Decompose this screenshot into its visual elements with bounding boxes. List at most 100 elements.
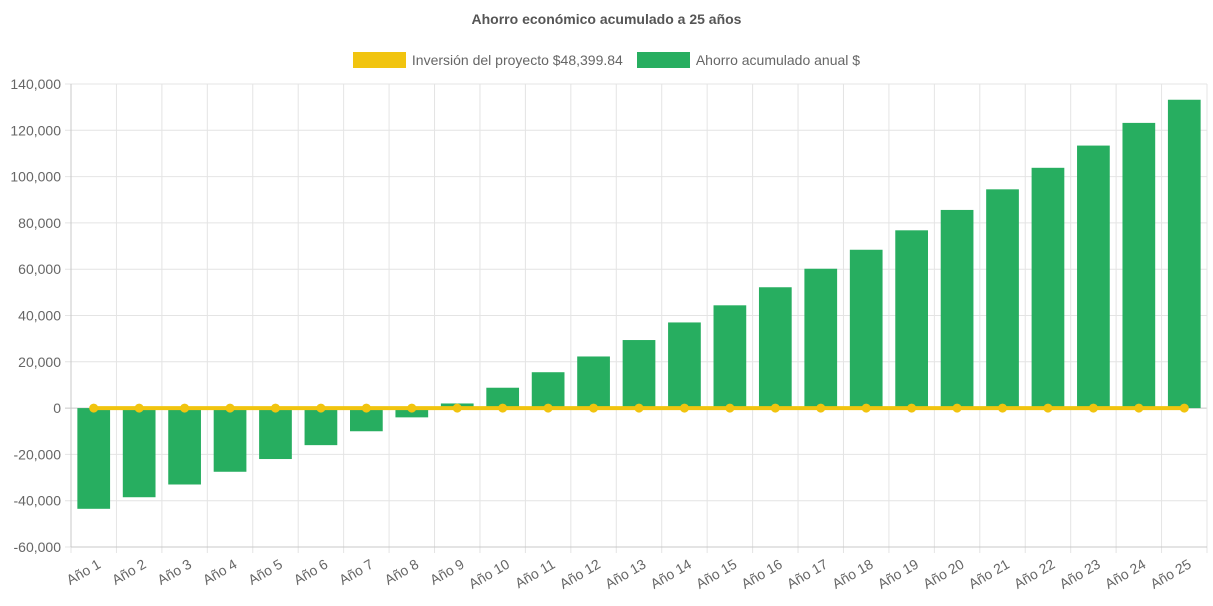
x-tick-label: Año 7: [336, 556, 376, 588]
line-point: [407, 403, 417, 413]
legend: Inversión del proyecto $48,399.84 Ahorro…: [0, 52, 1213, 68]
y-tick-label: -60,000: [14, 539, 62, 555]
y-tick-label: 100,000: [10, 169, 61, 185]
line-point: [952, 403, 962, 413]
bar: [531, 372, 565, 409]
legend-swatch-inversion: [352, 52, 406, 68]
x-tick-label: Año 24: [1102, 556, 1149, 592]
legend-item-inversion[interactable]: Inversión del proyecto $48,399.84: [352, 52, 623, 68]
line-point: [89, 403, 99, 413]
line-point: [1179, 403, 1189, 413]
x-tick-label: Año 25: [1147, 556, 1194, 592]
bar: [668, 322, 701, 409]
bar: [577, 356, 610, 409]
line-point: [180, 403, 190, 413]
x-tick-label: Año 9: [427, 556, 467, 588]
y-tick-label: 0: [53, 400, 61, 416]
x-tick-label: Año 3: [154, 556, 194, 588]
line-point: [861, 403, 871, 413]
bar: [395, 408, 429, 418]
chart-title: Ahorro económico acumulado a 25 años: [471, 11, 742, 27]
x-tick-label: Año 19: [875, 556, 922, 592]
bar: [350, 408, 383, 432]
x-axis: Año 1 Año 2 Año 3 Año 4 Año 5 Año 6 Año 7 Año 8…: [64, 556, 1194, 592]
bar: [168, 408, 201, 485]
bar: [1077, 145, 1110, 409]
line-point: [361, 403, 371, 413]
bar: [713, 305, 747, 409]
bar: [213, 408, 247, 472]
x-tick-label: Año 14: [648, 556, 695, 592]
line-point: [816, 403, 826, 413]
y-tick-label: -20,000: [14, 446, 62, 462]
line-point: [634, 403, 644, 413]
x-tick-label: Año 22: [1011, 556, 1058, 592]
y-tick-label: -40,000: [14, 493, 62, 509]
legend-label-ahorro: Ahorro acumulado anual $: [695, 52, 861, 68]
legend-swatch-ahorro: [636, 52, 690, 68]
bar: [486, 387, 520, 409]
x-tick-label: Año 16: [738, 556, 785, 592]
x-tick-label: Año 20: [920, 556, 967, 592]
line-point: [998, 403, 1008, 413]
bar: [1031, 167, 1065, 409]
x-tick-label: Año 21: [966, 556, 1013, 592]
x-tick-label: Año 15: [693, 556, 740, 592]
bar: [122, 408, 156, 498]
bar: [849, 249, 883, 409]
x-tick-label: Año 8: [382, 556, 422, 588]
x-tick-label: Año 17: [784, 556, 831, 592]
bar: [77, 408, 111, 509]
x-tick-label: Año 4: [200, 556, 240, 588]
bar: [758, 287, 792, 409]
line-point: [1088, 403, 1098, 413]
bar: [895, 230, 928, 409]
x-tick-label: Año 2: [109, 556, 149, 588]
x-tick-label: Año 13: [602, 556, 649, 592]
legend-label-inversion: Inversión del proyecto $48,399.84: [411, 52, 623, 68]
y-axis: 140,000 120,000 100,000 80,000 60,000 40,000 2…: [10, 76, 61, 555]
line-point: [543, 403, 553, 413]
x-tick-label: Año 23: [1056, 556, 1103, 592]
bar: [986, 189, 1019, 409]
bar: [304, 408, 338, 446]
bar: [259, 408, 292, 460]
y-tick-label: 120,000: [10, 122, 61, 138]
x-tick-label: Año 11: [512, 556, 558, 592]
x-tick-label: Año 18: [829, 556, 876, 592]
bar: [622, 340, 656, 409]
bar-series: [77, 99, 1201, 509]
x-tick-label: Año 5: [245, 556, 285, 588]
line-point: [498, 403, 508, 413]
line-point: [589, 403, 599, 413]
line-point: [225, 403, 235, 413]
legend-item-ahorro[interactable]: Ahorro acumulado anual $: [636, 52, 861, 68]
bar: [1167, 99, 1201, 409]
bar: [1122, 122, 1156, 409]
line-point: [770, 403, 780, 413]
x-tick-label: Año 12: [557, 556, 604, 592]
x-tick-label: Año 10: [466, 556, 513, 592]
gridlines: [65, 83, 1208, 553]
y-tick-label: 140,000: [10, 76, 61, 92]
line-point: [134, 403, 144, 413]
line-point: [452, 403, 462, 413]
x-tick-label: Año 6: [291, 556, 331, 588]
x-tick-label: Año 1: [64, 556, 104, 588]
line-point: [907, 403, 917, 413]
y-tick-label: 20,000: [18, 354, 61, 370]
bar: [804, 268, 838, 409]
line-point: [725, 403, 735, 413]
y-tick-label: 60,000: [18, 261, 61, 277]
y-tick-label: 40,000: [18, 308, 61, 324]
line-series: [89, 403, 1189, 413]
line-point: [316, 403, 326, 413]
line-point: [1134, 403, 1144, 413]
y-tick-label: 80,000: [18, 215, 61, 231]
line-point: [1043, 403, 1053, 413]
line-point: [270, 403, 280, 413]
bar: [940, 209, 974, 409]
line-point: [679, 403, 689, 413]
